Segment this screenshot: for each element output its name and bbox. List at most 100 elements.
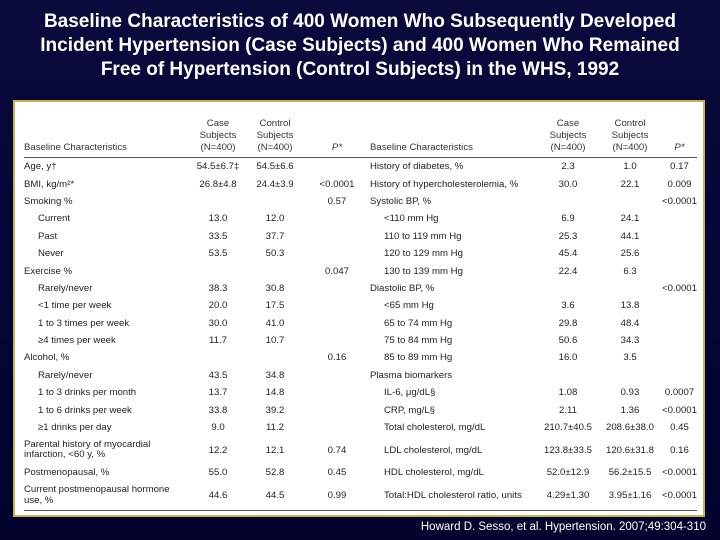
row-label-left: Exercise % [24,265,72,277]
header-characteristics-right: Baseline Characteristics [370,108,538,158]
control-value-right: 24.1 [620,213,640,225]
p-value-left [304,332,370,349]
p-value-left [304,210,370,227]
row-label-left: Current [38,213,70,225]
control-value-right: 120.6±31.8 [606,444,654,456]
row-label-right: Plasma biomarkers [370,369,453,381]
p-value-right: 0.17 [670,161,689,173]
baseline-table: Baseline Characteristics Case Subjects (N=… [24,108,697,511]
row-label-left: Postmenopausal, % [24,467,110,479]
control-value-left [246,193,304,210]
case-value-left: 43.5 [208,369,228,381]
table-header-row: Baseline Characteristics Case Subjects (N=… [24,108,697,158]
case-value-left: 33.8 [208,404,228,416]
table-row: <1 time per week 20.0 17.5 <65 mm Hg 3.6 13.8 [24,297,697,314]
header-p-right: P* [662,108,697,158]
control-value-left: 10.7 [265,335,285,347]
row-label-right: 85 to 89 mm Hg [384,352,453,364]
row-label-right: 110 to 119 mm Hg [384,230,462,242]
row-label-right: History of hypercholesterolemia, % [370,178,519,190]
p-value-left [304,158,370,176]
table-row: Exercise % 0.047 130 to 139 mm Hg 22.4 6.3 [24,262,697,279]
control-value-left [246,262,304,279]
table-panel: Baseline Characteristics Case Subjects (N=… [13,100,705,517]
case-value-right: 45.4 [558,248,578,260]
row-label-left: 1 to 6 drinks per week [38,404,132,416]
table-row: ≥1 drinks per day 9.0 11.2 Total cholestero… [24,419,697,436]
header-control-right: Control Subjects (N=400) [598,108,662,158]
title-line-3: Free of Hypertension (Control Subjects) … [100,59,620,80]
control-value-right [598,193,662,210]
case-value-right: 1.08 [558,387,578,399]
row-label-right: Systolic BP, % [370,195,432,207]
row-label-left: Rarely/never [38,282,93,294]
case-value-right: 30.0 [558,178,578,190]
control-value-right: 22.1 [620,178,640,190]
row-label-right: LDL cholesterol, mg/dL [384,444,483,456]
table-row: BMI, kg/m²* 26.8±4.8 24.4±3.9 <0.0001 Histor… [24,175,697,192]
p-value-right: <0.0001 [662,195,697,207]
p-value-left: 0.047 [324,265,349,277]
p-value-left [304,297,370,314]
p-value-left [304,419,370,436]
control-value-right: 25.6 [620,248,640,260]
row-label-right: 65 to 74 mm Hg [384,317,453,329]
control-value-left [246,349,304,366]
p-value-left [304,384,370,401]
table-row: 1 to 3 times per week 30.0 41.0 65 to 74 mm… [24,315,697,332]
control-value-right: 1.36 [620,404,640,416]
table-row: Parental history of myocardial infarctio… [24,436,697,464]
case-value-left: 13.7 [208,387,228,399]
table-row: ≥4 times per week 11.7 10.7 75 to 84 mm Hg 5… [24,332,697,349]
row-label-left: Smoking % [24,195,73,207]
control-value-right: 6.3 [623,265,637,277]
case-value-left [190,262,246,279]
row-label-left: <1 time per week [38,300,112,312]
p-value-left: 0.57 [327,195,347,207]
header-case-left: Case Subjects (N=400) [190,108,246,158]
row-label-left: Alcohol, % [24,352,70,364]
case-value-left: 54.5±6.7‡ [196,161,240,173]
control-value-right: 13.8 [620,300,640,312]
control-value-right: 208.6±38.0 [606,422,654,434]
case-value-right [538,193,598,210]
p-value-right [662,228,697,245]
row-label-right: Total cholesterol, mg/dL [384,422,486,434]
case-value-right: 22.4 [558,265,578,277]
row-label-left: Parental history of myocardial infarctio… [24,438,151,461]
p-value-right [662,349,697,366]
case-value-right: 29.8 [558,317,578,329]
row-label-left: 1 to 3 times per week [38,317,130,329]
control-value-left: 30.8 [265,282,285,294]
row-label-left: Current postmenopausal hormone use, % [24,481,190,511]
control-value-left: 44.5 [246,481,304,511]
p-value-right: 0.45 [670,422,689,434]
row-label-left: ≥1 drinks per day [38,422,112,434]
control-value-left: 50.3 [265,248,285,260]
header-p-left: P* [304,108,370,158]
table-row: Age, y† 54.5±6.7‡ 54.5±6.6 History of diabe… [24,158,697,176]
case-value-left: 26.8±4.8 [199,178,237,190]
case-value-left: 12.2 [208,444,228,456]
control-value-right: 3.5 [623,352,637,364]
p-value-left [304,401,370,418]
case-value-left: 55.0 [208,467,228,479]
p-value-right [662,315,697,332]
p-value-right: 0.009 [667,178,692,190]
row-label-right: <65 mm Hg [384,300,434,312]
header-characteristics-left: Baseline Characteristics [24,108,190,158]
p-value-left: 0.99 [304,481,370,511]
case-value-left: 20.0 [208,300,228,312]
row-label-left: Past [38,230,58,242]
row-label-left: Never [38,248,64,260]
table-row: Alcohol, % 0.16 85 to 89 mm Hg 16.0 3.5 [24,349,697,366]
p-value-right: 0.16 [670,444,689,456]
table-row: Rarely/never 43.5 34.8 Plasma biomarkers [24,367,697,384]
p-value-right: <0.0001 [662,467,697,479]
case-value-left: 9.0 [211,422,225,434]
table-row: Past 33.5 37.7 110 to 119 mm Hg 25.3 44.1 [24,228,697,245]
title-line-2: Incident Hypertension (Case Subjects) an… [40,35,680,56]
row-label-left: BMI, kg/m²* [24,178,75,190]
control-value-left: 12.1 [265,444,285,456]
row-label-right: 120 to 129 mm Hg [384,248,463,260]
